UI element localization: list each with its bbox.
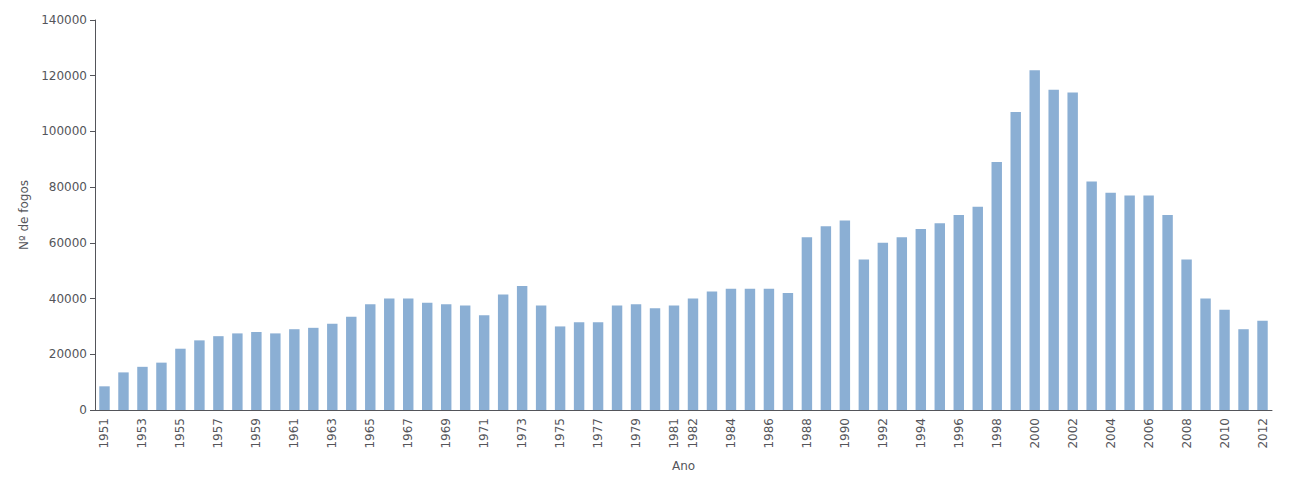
svg-text:1963: 1963: [325, 418, 339, 449]
svg-text:140000: 140000: [41, 13, 87, 27]
svg-text:1957: 1957: [211, 418, 225, 449]
svg-text:2010: 2010: [1218, 418, 1232, 449]
svg-text:2006: 2006: [1142, 418, 1156, 449]
svg-text:1996: 1996: [952, 418, 966, 449]
svg-text:2012: 2012: [1256, 418, 1270, 449]
svg-text:1967: 1967: [401, 418, 415, 449]
svg-text:Ano: Ano: [672, 459, 695, 473]
svg-text:1959: 1959: [249, 418, 263, 449]
svg-text:1973: 1973: [515, 418, 529, 449]
svg-text:1994: 1994: [914, 418, 928, 449]
svg-text:1979: 1979: [629, 418, 643, 449]
svg-text:1988: 1988: [800, 418, 814, 449]
svg-text:2008: 2008: [1180, 418, 1194, 449]
svg-text:2002: 2002: [1066, 418, 1080, 449]
svg-text:1955: 1955: [173, 418, 187, 449]
svg-text:1965: 1965: [363, 418, 377, 449]
svg-text:1977: 1977: [591, 418, 605, 449]
svg-text:1998: 1998: [990, 418, 1004, 449]
svg-text:2004: 2004: [1104, 418, 1118, 449]
svg-text:1981: 1981: [667, 418, 681, 449]
svg-text:1992: 1992: [876, 418, 890, 449]
svg-text:1961: 1961: [287, 418, 301, 449]
svg-text:1969: 1969: [439, 418, 453, 449]
svg-text:2000: 2000: [1028, 418, 1042, 449]
svg-text:1986: 1986: [762, 418, 776, 449]
svg-text:Nº de fogos: Nº de fogos: [17, 180, 31, 250]
svg-text:20000: 20000: [49, 347, 87, 361]
svg-text:1971: 1971: [477, 418, 491, 449]
svg-text:1982: 1982: [686, 418, 700, 449]
svg-text:1975: 1975: [553, 418, 567, 449]
svg-text:0: 0: [79, 403, 87, 417]
svg-text:120000: 120000: [41, 69, 87, 83]
svg-text:60000: 60000: [49, 236, 87, 250]
svg-text:1984: 1984: [724, 418, 738, 449]
svg-text:1990: 1990: [838, 418, 852, 449]
svg-text:40000: 40000: [49, 292, 87, 306]
svg-text:100000: 100000: [41, 124, 87, 138]
svg-text:80000: 80000: [49, 180, 87, 194]
svg-text:1953: 1953: [135, 418, 149, 449]
svg-text:1951: 1951: [97, 418, 111, 449]
